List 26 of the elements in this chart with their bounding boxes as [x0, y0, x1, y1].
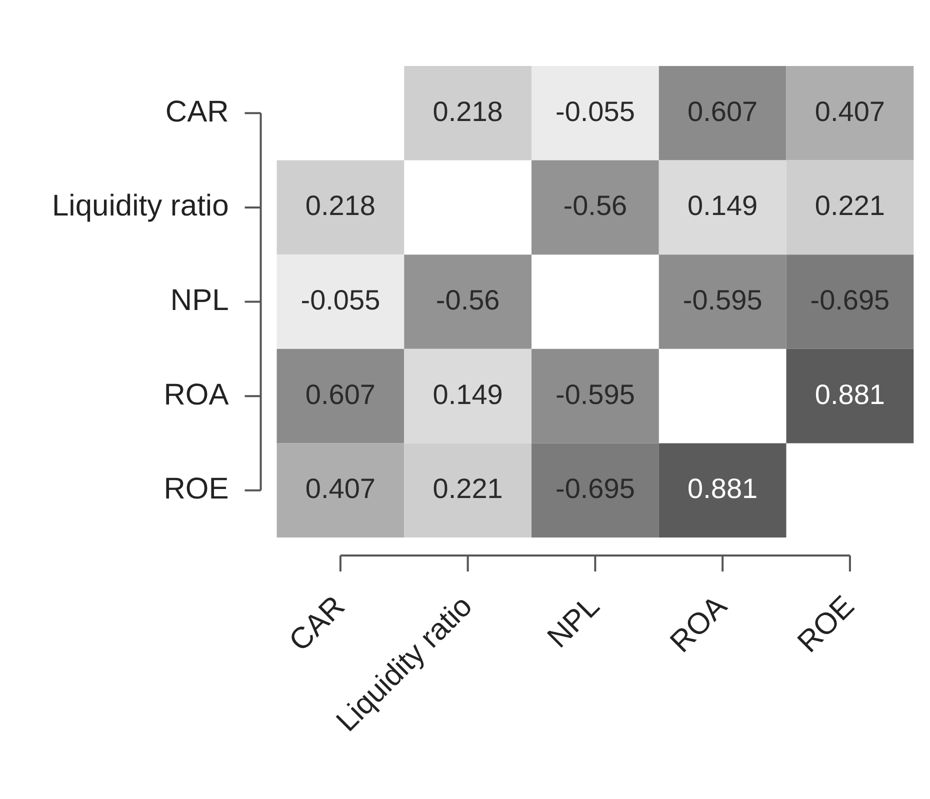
- data-label: -0.595: [555, 378, 635, 410]
- y-tick-label: Liquidity ratio: [52, 190, 229, 223]
- x-tick-label: NPL: [541, 590, 606, 654]
- data-label: 0.881: [814, 378, 885, 410]
- data-label: 0.407: [305, 473, 376, 504]
- data-label: -0.595: [682, 284, 762, 316]
- data-label: -0.055: [300, 284, 380, 316]
- y-tick-label: NPL: [170, 284, 229, 318]
- y-tick-label: CAR: [165, 95, 229, 128]
- data-label: 0.149: [688, 190, 758, 222]
- data-label: -0.56: [563, 190, 628, 222]
- data-label: 0.607: [305, 378, 376, 410]
- data-label: -0.56: [436, 284, 500, 316]
- data-label: 0.218: [432, 96, 503, 127]
- data-label: 0.221: [432, 473, 503, 504]
- data-label: 0.881: [688, 473, 758, 504]
- data-label: 0.607: [688, 96, 758, 127]
- data-label: 0.221: [814, 190, 885, 222]
- y-tick-label: ROA: [164, 378, 229, 412]
- data-label: -0.055: [555, 96, 635, 127]
- data-label: 0.149: [432, 378, 503, 410]
- data-label: 0.407: [814, 96, 885, 127]
- data-label: -0.695: [810, 284, 890, 316]
- y-tick-label: ROE: [164, 472, 229, 506]
- data-label: 0.218: [305, 190, 376, 222]
- data-label: -0.695: [555, 473, 635, 504]
